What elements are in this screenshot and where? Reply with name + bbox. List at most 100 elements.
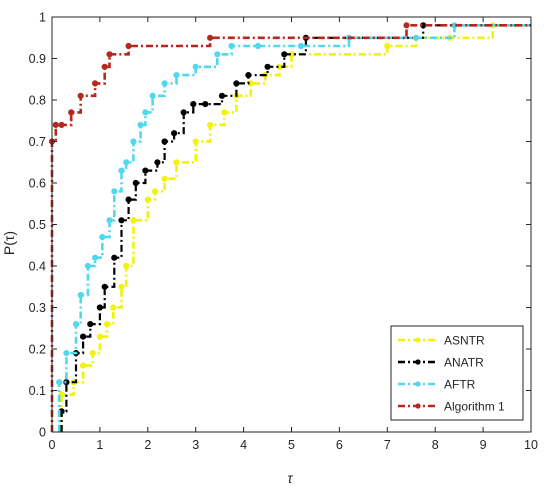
data-point — [228, 42, 235, 50]
x-tick-label: 6 — [336, 438, 343, 452]
data-point — [137, 121, 144, 129]
data-point — [254, 42, 262, 50]
data-point — [123, 262, 130, 270]
data-point — [118, 217, 125, 224]
legend-marker — [415, 359, 421, 365]
legend: ASNTR ANATR AFTR Algorithm 1 — [390, 325, 524, 421]
data-point — [130, 138, 137, 145]
legend-entry: ANATR — [398, 356, 484, 370]
legend-entry: ASNTR — [398, 334, 485, 348]
y-tick-label: 0.9 — [29, 52, 46, 66]
y-tick-label: 0.5 — [29, 218, 46, 232]
y-tick-label: 0.3 — [29, 301, 46, 315]
data-point — [130, 217, 137, 224]
data-point — [161, 138, 168, 145]
data-point — [214, 51, 221, 58]
y-tick-label: 0 — [39, 426, 46, 440]
data-point — [142, 109, 149, 116]
data-point — [125, 196, 132, 203]
data-point — [281, 51, 288, 58]
y-tick-label: 0.2 — [29, 343, 46, 357]
data-point — [84, 262, 92, 270]
legend-box — [390, 325, 524, 421]
x-tick-label: 10 — [524, 438, 538, 452]
y-axis-label: P(τ) — [1, 231, 17, 255]
data-point — [101, 283, 108, 290]
data-point — [72, 321, 80, 328]
data-point — [154, 159, 161, 166]
data-point — [111, 188, 118, 195]
series-algorithm-1 — [48, 22, 531, 432]
data-point — [161, 175, 168, 182]
data-point — [68, 109, 75, 116]
data-point — [92, 254, 99, 261]
x-axis-label: τ — [287, 470, 293, 486]
data-point — [180, 109, 187, 116]
legend-label: ANATR — [444, 356, 484, 370]
data-point — [218, 92, 226, 99]
data-point — [87, 321, 94, 328]
data-point — [233, 80, 240, 87]
data-point — [96, 304, 104, 311]
y-tick-label: 0.6 — [29, 177, 46, 191]
data-point — [96, 333, 104, 340]
data-point — [77, 291, 84, 299]
data-point — [123, 159, 130, 166]
legend-label: AFTR — [444, 378, 476, 392]
x-tick-label: 1 — [96, 438, 103, 452]
data-point — [190, 101, 197, 108]
data-point — [161, 80, 168, 87]
legend-entry: Algorithm 1 — [398, 400, 505, 414]
x-tick-label: 2 — [144, 438, 151, 452]
data-point — [63, 350, 70, 357]
data-point — [111, 254, 118, 261]
data-point — [144, 196, 151, 203]
data-point — [99, 233, 106, 241]
data-point — [151, 188, 159, 195]
legend-label: Algorithm 1 — [444, 400, 505, 414]
legend-label: ASNTR — [444, 334, 485, 348]
series-line — [60, 24, 531, 432]
data-point — [192, 138, 199, 145]
data-point — [173, 72, 180, 79]
data-point — [80, 362, 87, 369]
legend-marker — [415, 381, 421, 387]
y-tick-label: 1 — [39, 11, 46, 25]
series-line — [50, 24, 531, 432]
data-point — [56, 379, 63, 386]
legend-marker — [415, 337, 421, 343]
data-point — [384, 42, 391, 50]
x-tick-label: 9 — [480, 438, 487, 452]
data-point — [221, 109, 228, 116]
data-point — [245, 72, 252, 79]
data-point — [118, 167, 125, 174]
data-point — [264, 63, 271, 70]
y-tick-label: 0.8 — [29, 94, 46, 108]
data-point — [101, 63, 108, 70]
data-point — [171, 130, 178, 137]
series-aftr — [56, 22, 531, 432]
data-point — [202, 101, 209, 108]
data-point — [77, 92, 84, 99]
data-point — [92, 80, 99, 87]
data-point — [58, 121, 65, 129]
data-point — [106, 217, 113, 224]
y-tick-label: 0.4 — [29, 260, 46, 274]
x-tick-label: 7 — [384, 438, 391, 452]
y-tick-label: 0.7 — [29, 135, 46, 149]
data-point — [80, 333, 87, 340]
x-tick-label: 8 — [432, 438, 439, 452]
data-point — [142, 167, 149, 174]
data-point — [149, 92, 156, 99]
data-point — [125, 42, 132, 50]
data-point — [207, 34, 214, 41]
x-tick-label: 4 — [240, 438, 247, 452]
data-point — [403, 22, 410, 29]
data-point — [110, 304, 117, 311]
y-tick-label: 0.1 — [29, 384, 46, 398]
data-point — [173, 159, 180, 166]
series-line — [60, 24, 531, 432]
series-anatr — [58, 22, 531, 432]
axes-layer: 0 1 2 3 4 5 6 7 8 9 10 0 0.1 0.2 0.3 0.4 0.5 0.6 0.7 0.8 0.9… — [29, 11, 538, 453]
